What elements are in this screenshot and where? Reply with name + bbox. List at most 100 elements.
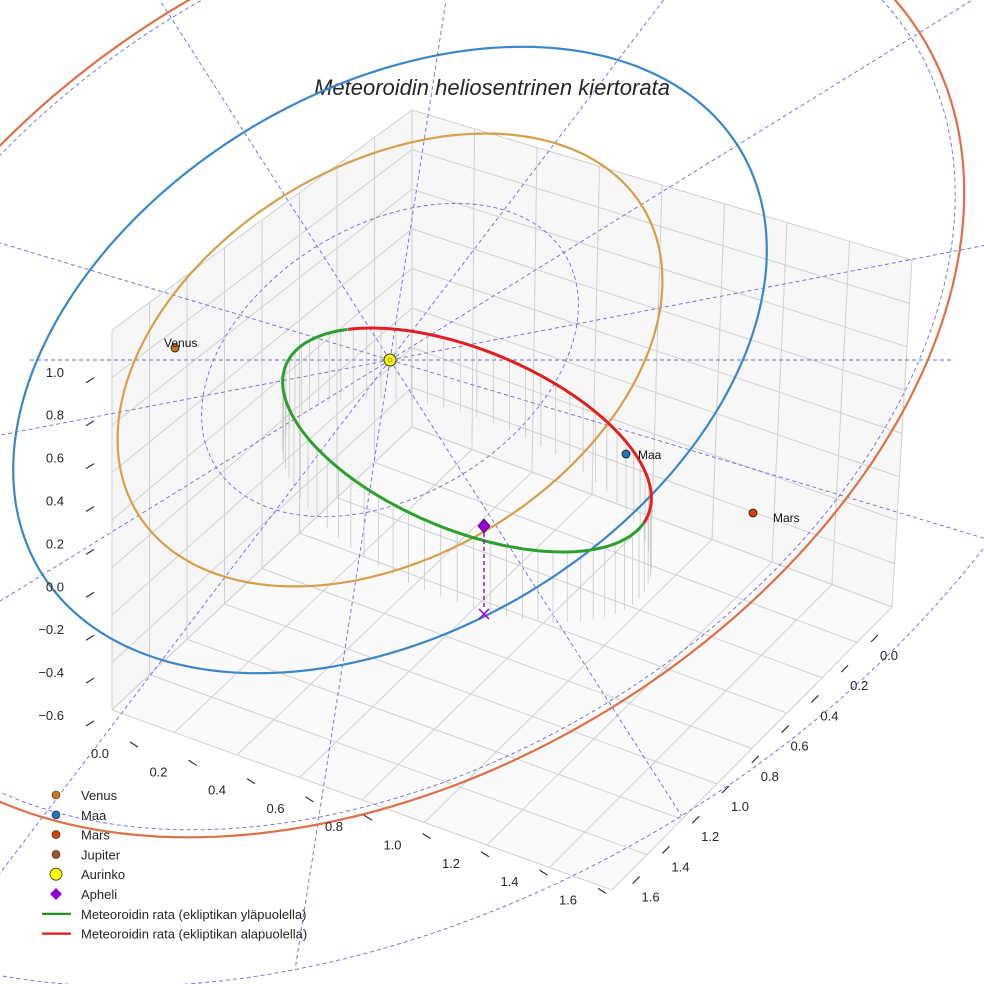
z-tick [85, 548, 95, 555]
wall-grid-line [111, 347, 413, 616]
x-tick [188, 759, 197, 766]
z-tick-label: −0.4 [38, 665, 64, 680]
orbit-drop-lines [282, 328, 652, 622]
y-tick-label: 1.0 [731, 799, 749, 814]
x-tick-label: 0.0 [91, 746, 109, 761]
sun-marker-center [387, 357, 393, 363]
floor-grid-line [611, 606, 893, 891]
wall-grid-line [111, 188, 413, 426]
back-right-pane [412, 110, 912, 607]
wall-grid-line [111, 149, 413, 378]
y-tick-label: 0.6 [791, 739, 809, 754]
aphelion-marker [477, 518, 491, 534]
x-tick [539, 869, 548, 876]
wall-grid-line [411, 109, 913, 261]
floor-grid-line [424, 539, 713, 823]
meteoroid-orbit-above-ecliptic [281, 327, 645, 554]
axes-panes [112, 110, 912, 890]
x-tick-label: 1.0 [383, 838, 401, 853]
floor-pane [112, 427, 892, 890]
x-tick [363, 814, 373, 821]
planet-marker-maa [621, 449, 631, 459]
legend-marker [50, 888, 62, 900]
y-tick-label: 0.0 [880, 648, 898, 663]
wall-grid-line [411, 188, 908, 348]
floor-grid-line [549, 584, 833, 868]
axes-grid [111, 109, 913, 891]
y-tick-label: 1.4 [671, 859, 689, 874]
axis-ticks: −0.6 −0.4 −0.2 0.0 0.2 0.4 0.6 0.8 1.0 0.0 0.2 0.4 0… [38, 365, 898, 908]
x-tick [480, 851, 490, 858]
legend-marker [51, 810, 61, 820]
y-tick [781, 725, 790, 734]
wall-grid-line [411, 386, 895, 565]
legend-label: Aurinko [81, 867, 125, 882]
wall-grid-line [111, 268, 413, 521]
y-tick-label: 0.4 [820, 708, 838, 723]
z-tick-label: 0.0 [46, 579, 64, 594]
z-tick [85, 463, 95, 470]
orbit-venus [116, 132, 664, 588]
x-tick [246, 778, 256, 785]
y-tick [870, 634, 879, 643]
legend-item: Apheli [50, 887, 117, 902]
x-tick-label: 0.8 [325, 819, 343, 834]
orbit-mars [0, 0, 966, 839]
planet-marker-venus [170, 343, 180, 353]
legend-label: Mars [81, 828, 110, 843]
legend-item: Aurinko [49, 867, 125, 882]
legend-label: Venus [81, 788, 118, 803]
legend-label: Apheli [81, 887, 117, 902]
z-tick [85, 377, 95, 384]
y-tick [661, 845, 670, 854]
y-tick [751, 755, 760, 764]
legend-marker [51, 830, 61, 839]
sun-marker [383, 353, 397, 367]
wall-grid-line [111, 228, 413, 473]
planet-label-mars: Mars [773, 511, 800, 525]
legend-item: Maa [51, 808, 107, 823]
z-tick-label: 0.4 [46, 494, 64, 509]
x-tick [129, 741, 139, 748]
x-tick-label: 1.6 [559, 892, 577, 907]
y-tick-label: 0.2 [850, 678, 868, 693]
y-tick [632, 876, 641, 885]
x-tick [422, 832, 431, 840]
legend: Venus Maa Mars Jupiter Aurinko Apheli Meteoroi… [42, 788, 307, 942]
wall-grid-line [411, 228, 905, 391]
legend-item: Meteoroidin rata (ekliptikan yläpuolella… [42, 907, 306, 922]
z-tick-label: 0.2 [46, 536, 64, 551]
x-tick-label: 0.4 [208, 783, 226, 798]
chart-title: Meteoroidin heliosentrinen kiertorata [314, 75, 670, 100]
z-tick-label: 1.0 [46, 365, 64, 380]
y-tick [840, 664, 849, 673]
meteoroid-orbit-below-ecliptic [347, 326, 653, 524]
y-tick [721, 785, 730, 794]
legend-marker [51, 850, 61, 859]
z-tick [85, 591, 95, 598]
x-tick-label: 1.4 [500, 874, 518, 889]
x-tick-label: 0.6 [266, 801, 284, 816]
z-tick [85, 677, 95, 684]
z-tick-label: 0.6 [46, 451, 64, 466]
wall-grid-line [111, 387, 413, 663]
y-tick [691, 815, 700, 824]
wall-grid-line [411, 307, 900, 478]
y-tick-label: 0.8 [761, 769, 779, 784]
orbits [0, 0, 966, 839]
legend-label: Meteoroidin rata (ekliptikan yläpuolella… [81, 907, 306, 922]
wall-grid-line [411, 426, 893, 608]
legend-item: Mars [51, 828, 110, 843]
y-tick-label: 1.6 [642, 890, 660, 905]
z-tick [85, 720, 95, 727]
wall-grid-line [411, 149, 910, 304]
planet-label-venus: Venus [164, 336, 197, 350]
planet-marker-mars [748, 508, 758, 518]
floor-grid-line [299, 532, 788, 714]
x-tick [305, 796, 314, 803]
wall-grid-line [111, 109, 413, 331]
legend-marker [49, 867, 63, 881]
floor-grid-line [336, 497, 823, 679]
legend-item: Meteoroidin rata (ekliptikan alapuolella… [42, 927, 307, 942]
